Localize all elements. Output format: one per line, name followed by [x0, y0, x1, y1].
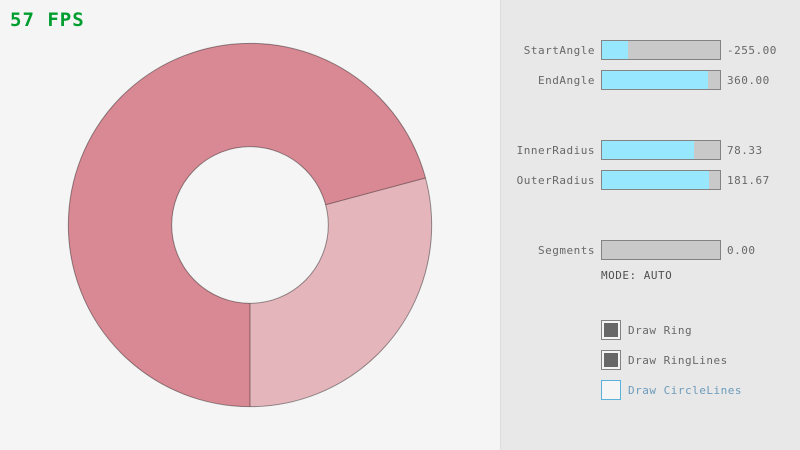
ring-chart — [67, 42, 433, 408]
controls-panel: StartAngle -255.00 EndAngle 360.00 InnerRadi… — [500, 0, 800, 450]
end-angle-slider-fill — [602, 71, 709, 89]
draw-ring-lines-label: Draw RingLines — [628, 354, 728, 367]
end-angle-slider[interactable] — [601, 70, 721, 90]
start-angle-value: -255.00 — [727, 44, 777, 57]
ring-inner-line — [171, 146, 329, 304]
draw-ring-label: Draw Ring — [628, 324, 693, 337]
ring-sector-dark — [68, 43, 426, 407]
draw-ring-checkbox[interactable] — [601, 320, 621, 340]
mode-label: MODE: AUTO — [601, 269, 673, 282]
segments-slider[interactable] — [601, 240, 721, 260]
end-angle-value: 360.00 — [727, 74, 770, 87]
inner-radius-label: InnerRadius — [516, 144, 595, 157]
segments-label: Segments — [538, 244, 595, 257]
end-angle-label: EndAngle — [538, 74, 595, 87]
draw-circle-lines-label: Draw CircleLines — [628, 384, 742, 397]
start-angle-slider-fill — [602, 41, 628, 59]
inner-radius-value: 78.33 — [727, 144, 763, 157]
draw-circle-lines-checkbox[interactable] — [601, 380, 621, 400]
fps-counter: 57 FPS — [10, 9, 85, 31]
outer-radius-label: OuterRadius — [516, 174, 595, 187]
ring-outer-line — [67, 42, 433, 408]
ring-start-angle-line — [325, 177, 426, 206]
draw-ring-lines-checkbox[interactable] — [601, 350, 621, 370]
outer-radius-slider-fill — [602, 171, 710, 189]
start-angle-slider[interactable] — [601, 40, 721, 60]
segments-value: 0.00 — [727, 244, 756, 257]
inner-radius-slider-fill — [602, 141, 695, 159]
draw-ring-lines-check-mark — [604, 353, 618, 367]
start-angle-label: StartAngle — [523, 44, 595, 57]
outer-radius-value: 181.67 — [727, 174, 770, 187]
inner-radius-slider[interactable] — [601, 140, 721, 160]
draw-ring-check-mark — [604, 323, 618, 337]
ring-sector-light — [250, 177, 432, 407]
outer-radius-slider[interactable] — [601, 170, 721, 190]
